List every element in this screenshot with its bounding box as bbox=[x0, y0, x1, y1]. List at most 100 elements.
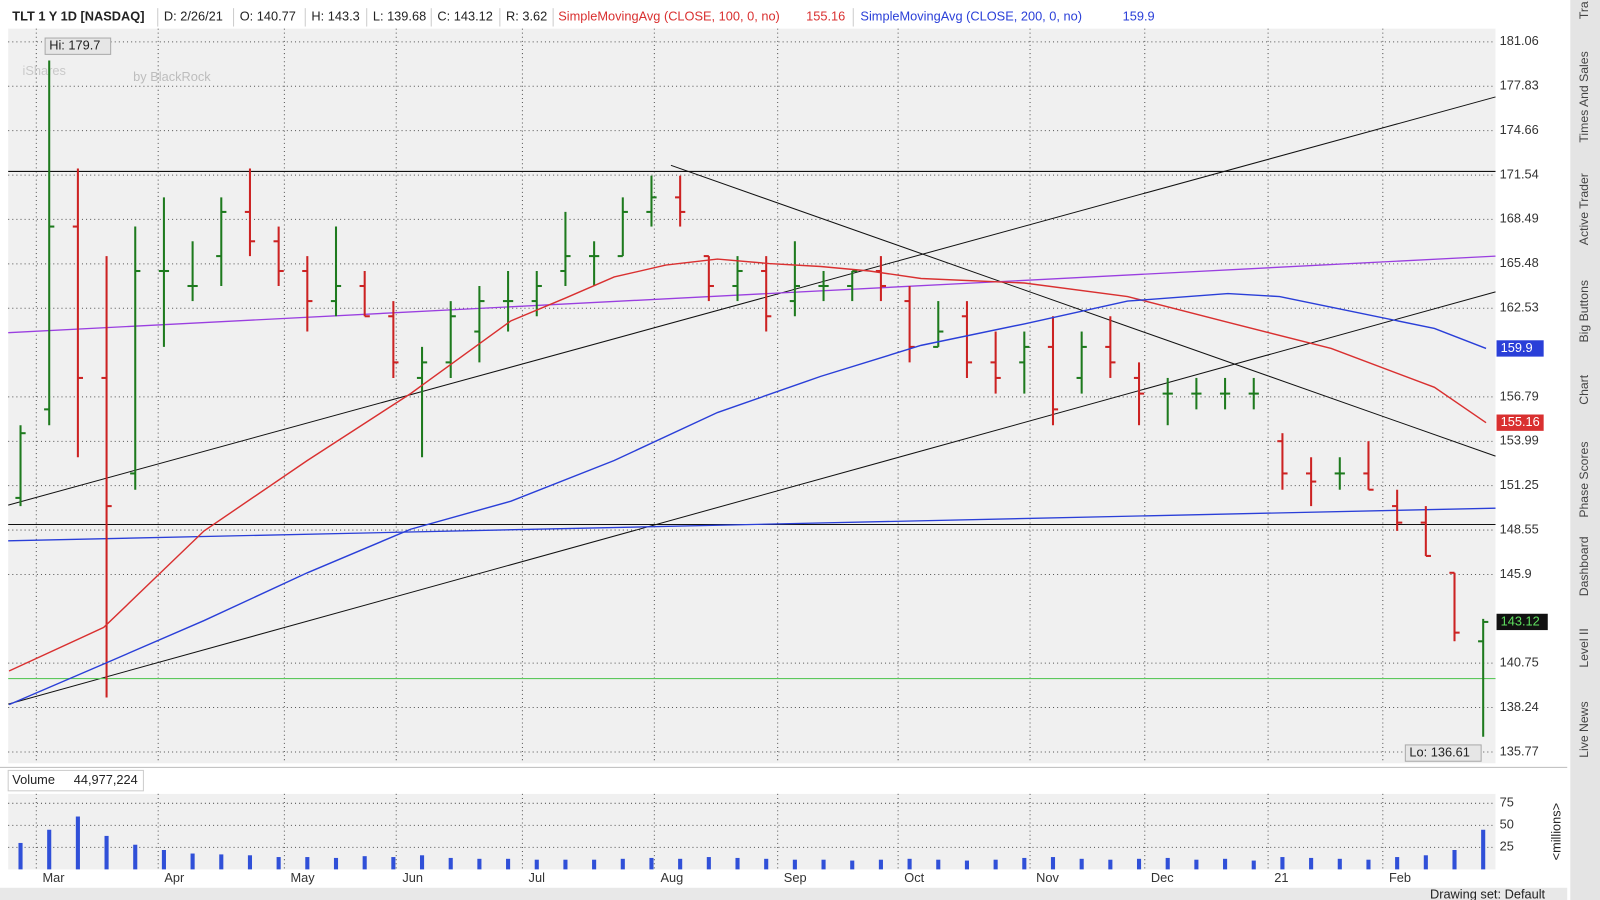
volume-bar bbox=[1452, 850, 1457, 870]
volume-bar bbox=[850, 860, 855, 870]
header-range: R: 3.62 bbox=[506, 9, 547, 24]
volume-bar bbox=[1309, 857, 1314, 870]
grid bbox=[8, 28, 1496, 870]
volume-bar bbox=[18, 842, 23, 870]
volume-bar bbox=[706, 857, 711, 870]
ma-last: 159.9 bbox=[1123, 9, 1155, 24]
volume-bar bbox=[1108, 859, 1113, 870]
volume-bar bbox=[792, 859, 797, 870]
price-pane bbox=[8, 28, 1496, 764]
y-tick-label: 181.06 bbox=[1500, 33, 1539, 48]
y-tick-label: 151.25 bbox=[1500, 477, 1539, 492]
volume-bar bbox=[907, 858, 912, 870]
sidebar-tab[interactable]: Live News bbox=[1577, 701, 1591, 757]
sidebar-tab[interactable]: Level II bbox=[1577, 628, 1591, 667]
volume-bar bbox=[649, 857, 654, 870]
x-tick-label: Jul bbox=[529, 870, 545, 885]
volume-bar bbox=[391, 857, 396, 870]
volume-bar bbox=[1194, 859, 1199, 870]
y-tick-label: 148.55 bbox=[1500, 521, 1539, 536]
volume-bar bbox=[247, 855, 253, 870]
hi-label: Hi: 179.7 bbox=[49, 38, 100, 53]
trend-line bbox=[8, 255, 1496, 334]
ma-last: 155.16 bbox=[806, 9, 845, 24]
volume-bar bbox=[534, 859, 539, 870]
volume-bar bbox=[821, 859, 826, 870]
volume-bar bbox=[477, 858, 482, 870]
price-badge-label: 159.9 bbox=[1501, 340, 1533, 355]
volume-bar bbox=[419, 855, 425, 870]
x-tick-label: Aug bbox=[660, 870, 683, 885]
header-high: H: 143.3 bbox=[311, 9, 359, 24]
volume-bar bbox=[104, 835, 109, 870]
trend-line bbox=[8, 507, 1496, 542]
volume-label: Volume bbox=[12, 772, 55, 787]
volume-header bbox=[7, 769, 144, 792]
ma-name: SimpleMovingAvg (CLOSE, 200, 0, no) bbox=[860, 9, 1082, 24]
volume-bar bbox=[563, 859, 568, 870]
x-tick-label: Sep bbox=[784, 870, 807, 885]
x-tick-label: Feb bbox=[1389, 870, 1411, 885]
volume-bar bbox=[1165, 857, 1170, 870]
header-date: D: 2/26/21 bbox=[164, 9, 223, 24]
volume-bar bbox=[993, 859, 998, 870]
volume-bar bbox=[1022, 857, 1027, 870]
y-tick-label: 145.9 bbox=[1500, 566, 1532, 581]
header-open: O: 140.77 bbox=[240, 9, 296, 24]
sidebar-tab[interactable]: Dashboard bbox=[1577, 536, 1591, 596]
symbol: TLT 1 Y 1D [NASDAQ] bbox=[12, 9, 144, 24]
volume-bar bbox=[506, 858, 511, 870]
volume-bar bbox=[735, 857, 740, 870]
x-tick-label: May bbox=[291, 870, 316, 885]
volume-bar bbox=[190, 853, 195, 870]
y-tick-label: 165.48 bbox=[1500, 255, 1539, 270]
volume-pane bbox=[8, 793, 1496, 870]
volume-bar bbox=[1366, 859, 1371, 870]
last-price-label: 143.12 bbox=[1501, 613, 1540, 628]
volume-bar bbox=[620, 858, 625, 870]
y-tick-label: 177.83 bbox=[1500, 78, 1539, 93]
sidebar-tab[interactable]: Active Trader bbox=[1577, 173, 1591, 245]
footer-bar bbox=[0, 887, 1568, 900]
sidebar-tab[interactable]: Big Buttons bbox=[1577, 280, 1591, 343]
header-separators bbox=[157, 8, 854, 27]
header-bar bbox=[0, 4, 1496, 29]
volume-bar bbox=[362, 856, 367, 870]
y-tick-label: 153.99 bbox=[1500, 433, 1539, 448]
y-tick-label: 135.77 bbox=[1500, 743, 1539, 758]
volume-bar bbox=[133, 844, 138, 870]
volume-bar bbox=[1337, 858, 1342, 870]
x-tick-label: Nov bbox=[1036, 870, 1059, 885]
volume-bar bbox=[764, 858, 769, 870]
ma-line bbox=[8, 258, 1487, 672]
x-tick-label: Oct bbox=[904, 870, 924, 885]
hi-box bbox=[44, 37, 112, 55]
sidebar bbox=[1570, 0, 1600, 900]
ma-line bbox=[8, 292, 1487, 706]
sidebar-tab[interactable]: Times And Sales bbox=[1577, 51, 1591, 142]
trend-line bbox=[8, 291, 1496, 705]
footer-text: Drawing set: Default bbox=[1430, 886, 1546, 900]
lo-label: Lo: 136.61 bbox=[1409, 744, 1469, 759]
volume-bar bbox=[333, 857, 339, 870]
volume-bar bbox=[1050, 857, 1056, 870]
volume-bar bbox=[878, 859, 883, 870]
sidebar-tab[interactable]: Phase Scores bbox=[1577, 442, 1591, 518]
y-tick-label: 162.53 bbox=[1500, 300, 1539, 315]
watermark: iShares bbox=[23, 63, 66, 78]
price-badge-label: 155.16 bbox=[1501, 414, 1540, 429]
volume-bar bbox=[47, 829, 52, 870]
volume-bar bbox=[964, 860, 970, 870]
x-tick-label: Dec bbox=[1151, 870, 1174, 885]
y-tick-label: 140.75 bbox=[1500, 655, 1539, 670]
sidebar-tab[interactable]: Chart bbox=[1577, 374, 1591, 404]
volume-bar bbox=[1079, 858, 1084, 870]
volume-bar bbox=[1136, 858, 1142, 870]
x-tick-label: 21 bbox=[1274, 870, 1288, 885]
header-close: C: 143.12 bbox=[437, 9, 492, 24]
sidebar-tab[interactable]: Tra bbox=[1577, 1, 1591, 19]
volume-bar bbox=[161, 850, 166, 870]
volume-tick-label: 25 bbox=[1500, 839, 1514, 854]
x-tick-label: Mar bbox=[42, 870, 65, 885]
